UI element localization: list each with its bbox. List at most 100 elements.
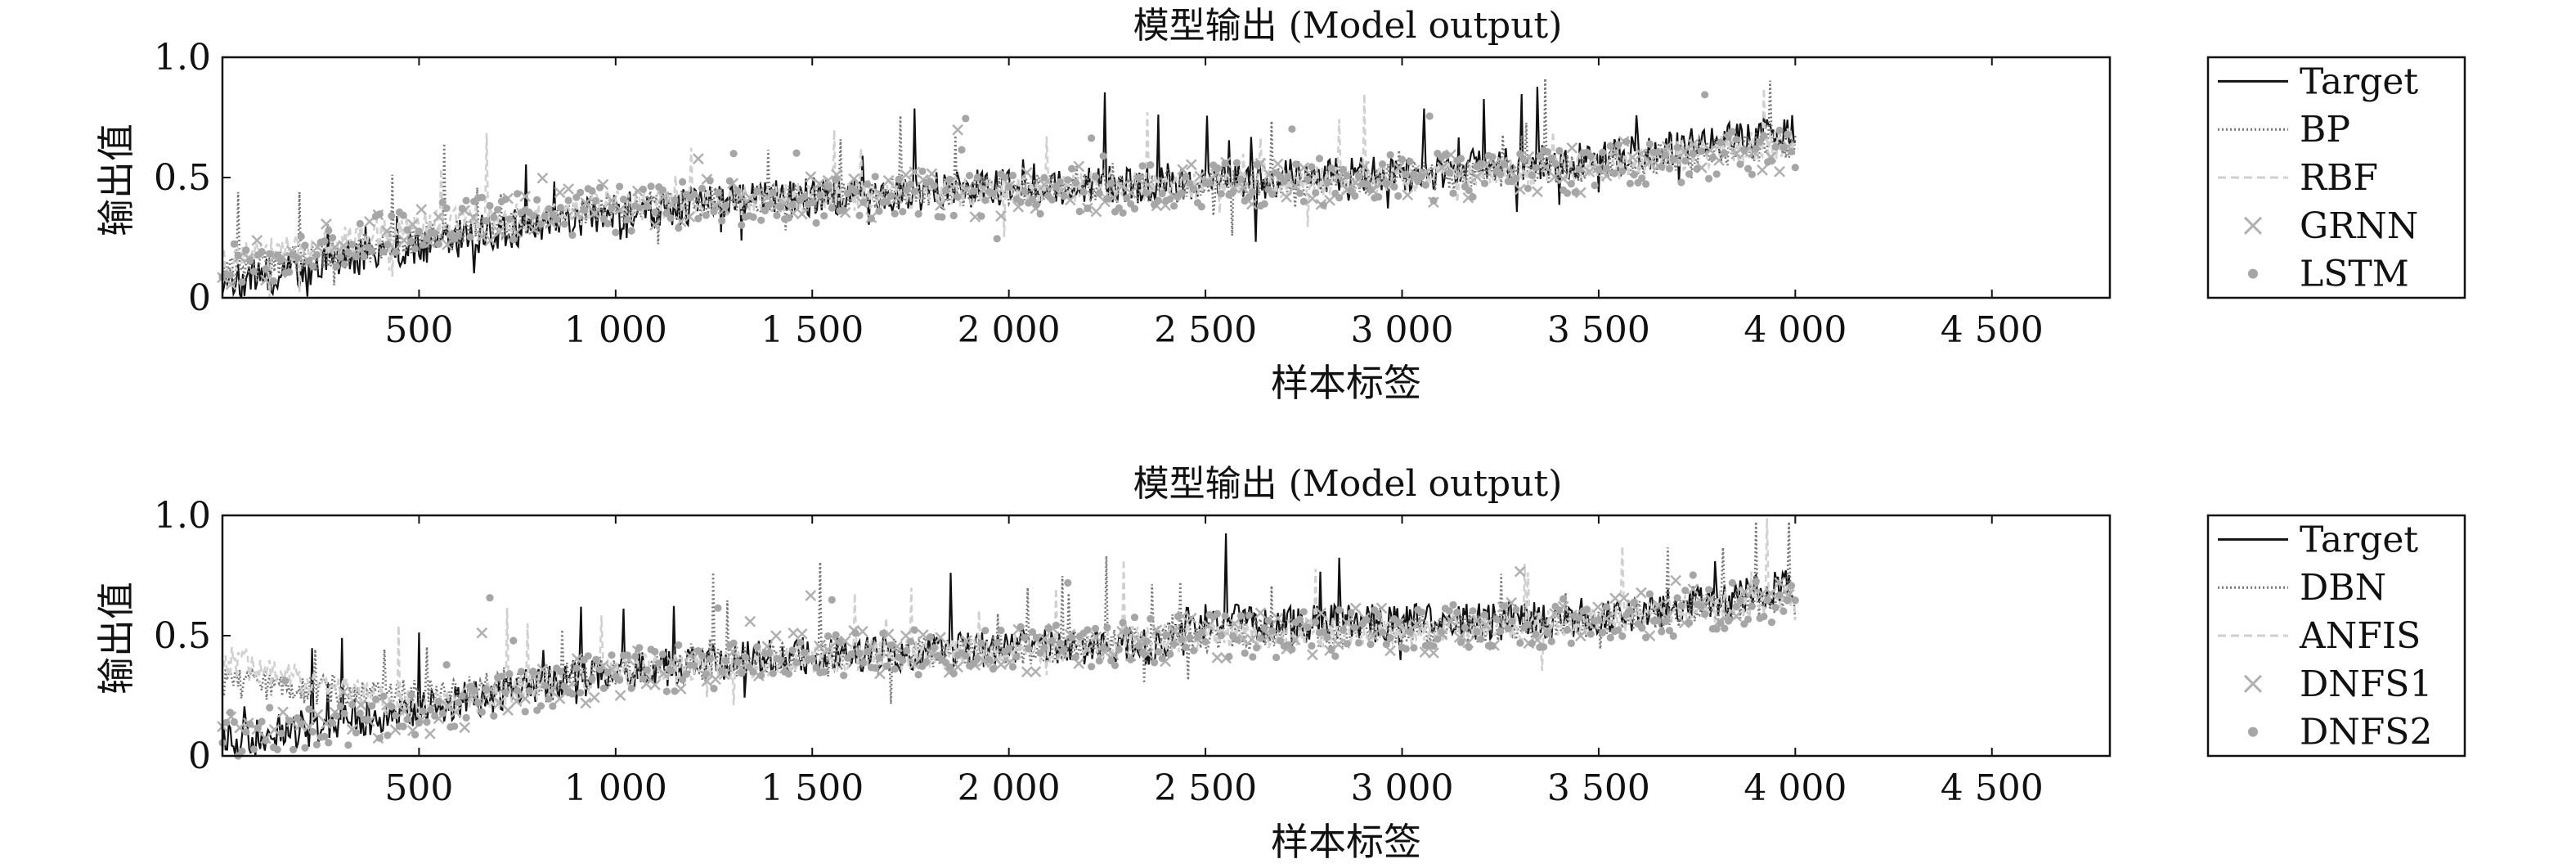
bottom-series-dnfs2-point bbox=[1182, 643, 1190, 651]
top-series-grnn-points bbox=[217, 124, 1794, 290]
bottom-series-dnfs2-point bbox=[1249, 653, 1257, 661]
bottom-series-dnfs2-point bbox=[1752, 578, 1760, 586]
bottom-series-dnfs2-point bbox=[1658, 627, 1666, 636]
bottom-x-tick-label: 2 000 bbox=[958, 767, 1061, 809]
top-series-lstm-point bbox=[910, 187, 918, 196]
top-series-grnn-point bbox=[1194, 170, 1206, 182]
bottom-series-dnfs2-point bbox=[1021, 634, 1029, 642]
top-series-lstm-point bbox=[431, 229, 439, 237]
top-series-lstm-point bbox=[529, 212, 537, 220]
bottom-series-dnfs2-point bbox=[1705, 586, 1713, 594]
bottom-series-dnfs2-point bbox=[718, 667, 726, 676]
bottom-series-dnfs2-point bbox=[1386, 634, 1394, 642]
bottom-series-dnfs2-point bbox=[658, 650, 667, 659]
top-series-lstm-point bbox=[1048, 196, 1057, 204]
bottom-series-dnfs2-point bbox=[797, 638, 805, 646]
top-series-lstm-point bbox=[509, 236, 518, 244]
top-series-lstm-point bbox=[482, 217, 490, 225]
top-series-lstm-point bbox=[1068, 164, 1076, 173]
top-x-tick-label: 3 000 bbox=[1351, 309, 1454, 351]
top-series-grnn-point bbox=[960, 183, 972, 196]
top-series-lstm-point bbox=[1276, 173, 1284, 181]
bottom-series-dnfs2-point bbox=[1115, 645, 1123, 654]
bottom-series-dnfs2-point bbox=[1465, 643, 1473, 651]
top-series-lstm-point bbox=[773, 211, 781, 219]
top-series-grnn-point bbox=[1566, 142, 1578, 154]
top-series-lstm-point bbox=[710, 208, 718, 216]
bottom-series-dnfs2-point bbox=[706, 654, 714, 663]
top-series-lstm-point bbox=[1536, 152, 1544, 160]
top-series-lstm-point bbox=[1543, 148, 1551, 156]
bottom-series-dnfs2-point bbox=[1732, 602, 1740, 611]
top-series-lstm-point bbox=[541, 212, 549, 220]
top-series-lstm-point bbox=[899, 208, 907, 216]
top-series-lstm-point bbox=[1756, 137, 1764, 146]
top-series-lstm-point bbox=[332, 263, 340, 271]
top-series-lstm-point bbox=[623, 215, 631, 224]
top-series-lstm-point bbox=[651, 208, 659, 216]
top-series-lstm-point bbox=[545, 205, 553, 213]
bottom-series-dnfs2-point bbox=[1016, 623, 1025, 631]
top-series-lstm-point bbox=[340, 260, 348, 268]
bottom-series-dnfs2-point bbox=[1142, 637, 1151, 645]
top-series-lstm-point bbox=[812, 218, 820, 227]
bottom-series-dnfs1-point bbox=[588, 691, 600, 704]
bottom-series-dnfs2-point bbox=[1335, 606, 1344, 614]
top-series-grnn-point bbox=[1774, 165, 1785, 178]
bottom-series-dnfs2-point bbox=[859, 659, 868, 667]
top-series-lstm-point bbox=[1654, 148, 1662, 156]
top-series-lstm-point bbox=[639, 185, 648, 194]
bottom-series-dnfs2-point bbox=[671, 687, 679, 695]
bottom-series-dnfs2-point bbox=[820, 668, 828, 676]
top-series-lstm-point bbox=[368, 247, 376, 255]
top-series-grnn-point bbox=[969, 211, 981, 223]
bottom-series-dnfs2-point bbox=[1406, 628, 1414, 636]
bottom-series-dnfs2-point bbox=[1347, 609, 1355, 617]
bottom-series-dnfs2-point bbox=[364, 715, 372, 724]
top-series-lstm-point bbox=[738, 221, 746, 229]
top-series-lstm-point bbox=[1642, 180, 1650, 188]
top-series-lstm-point bbox=[761, 206, 770, 215]
bottom-series-dnfs2-point bbox=[714, 604, 722, 612]
bottom-series-dnfs2-point bbox=[1614, 626, 1622, 634]
bottom-series-dnfs2-point bbox=[1201, 638, 1209, 646]
top-series-lstm-point bbox=[356, 219, 364, 228]
top-series-lstm-point bbox=[514, 190, 522, 198]
top-series-lstm-point bbox=[608, 204, 616, 212]
top-series-lstm-point bbox=[1689, 150, 1697, 158]
top-series-lstm-point bbox=[918, 167, 927, 175]
bottom-series-dnfs1-point bbox=[312, 708, 324, 721]
top-series-grnn-point bbox=[1583, 166, 1595, 178]
bottom-series-dnfs2-point bbox=[525, 687, 533, 695]
bottom-series-dnfs2-point bbox=[1382, 640, 1390, 649]
bottom-series-dnfs2-point bbox=[289, 745, 298, 753]
top-series-lstm-point bbox=[734, 187, 742, 195]
bottom-series-dnfs2-point bbox=[1712, 625, 1721, 633]
bottom-series-dnfs2-point bbox=[1721, 624, 1729, 632]
top-series-grnn-point bbox=[1021, 167, 1033, 178]
top-series-lstm-point bbox=[1158, 190, 1166, 198]
bottom-series-dnfs1-point bbox=[571, 653, 583, 665]
bottom-series-dnfs2-point bbox=[1654, 617, 1662, 625]
bottom-series-dnfs2-point bbox=[1645, 590, 1654, 598]
bottom-series-dnfs1-point bbox=[519, 692, 532, 704]
top-series-lstm-point bbox=[1732, 136, 1740, 144]
top-series-grnn-point bbox=[952, 124, 964, 136]
top-series-lstm-point bbox=[1618, 167, 1627, 175]
top-series-lstm-point bbox=[375, 210, 384, 218]
top-series-lstm-point bbox=[1335, 194, 1344, 202]
bottom-series-dnfs1-point bbox=[1272, 612, 1284, 624]
top-series-lstm-point bbox=[388, 212, 396, 220]
bottom-series-dnfs1-point bbox=[1254, 607, 1267, 619]
top-series-grnn-point bbox=[329, 241, 341, 254]
top-series-grnn-point bbox=[684, 210, 696, 223]
top-series-lstm-point bbox=[1677, 178, 1685, 187]
bottom-series-dnfs2-point bbox=[588, 675, 596, 683]
top-series-lstm-point bbox=[1465, 187, 1473, 195]
bottom-series-dnfs1-point bbox=[1081, 644, 1093, 656]
bottom-series-dnfs2-point bbox=[741, 653, 750, 661]
bottom-series-dnfs2-point bbox=[1036, 649, 1044, 657]
bottom-series-dnfs2-point bbox=[1378, 628, 1387, 636]
bottom-series-dnfs1-point bbox=[1739, 586, 1751, 598]
bottom-series-dnfs2-point bbox=[1725, 617, 1733, 625]
